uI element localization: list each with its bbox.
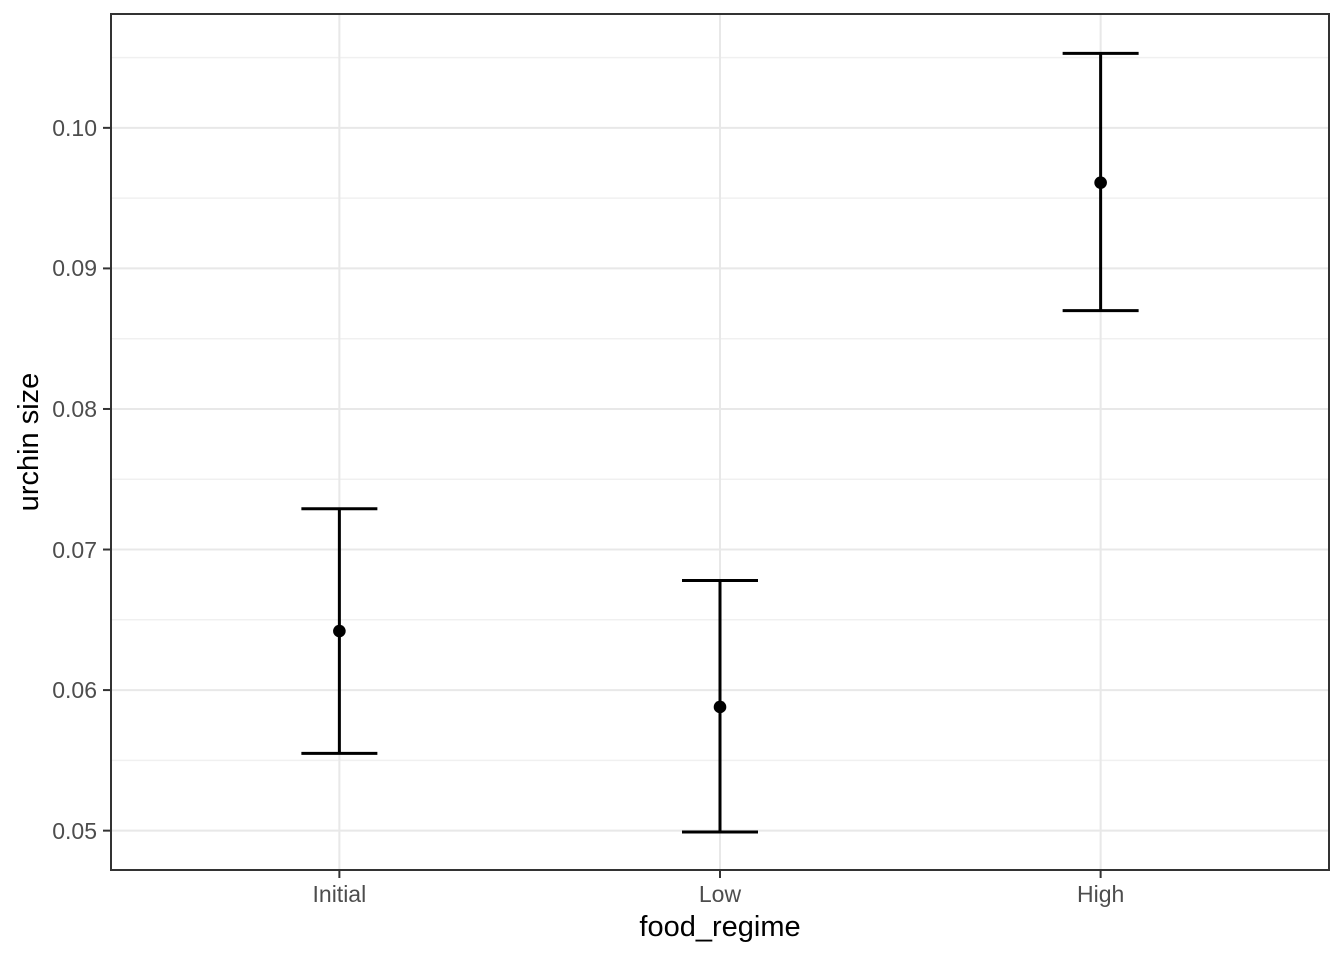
y-tick-label: 0.06 — [52, 677, 97, 704]
y-tick-label: 0.05 — [52, 817, 97, 844]
y-tick-label: 0.10 — [52, 114, 97, 141]
data-point-low — [713, 700, 727, 714]
x-axis-title: food_regime — [639, 911, 801, 943]
data-point-high — [1094, 176, 1107, 189]
y-tick-label: 0.07 — [52, 536, 97, 563]
y-tick-label: 0.08 — [52, 395, 97, 422]
x-tick-label: High — [1076, 881, 1125, 907]
y-axis-title-text: urchin size — [13, 372, 45, 512]
x-tick-label: Initial — [312, 881, 367, 907]
x-tick-label: Low — [698, 881, 742, 907]
data-point-initial — [333, 624, 346, 638]
y-tick-label: 0.09 — [52, 255, 97, 282]
